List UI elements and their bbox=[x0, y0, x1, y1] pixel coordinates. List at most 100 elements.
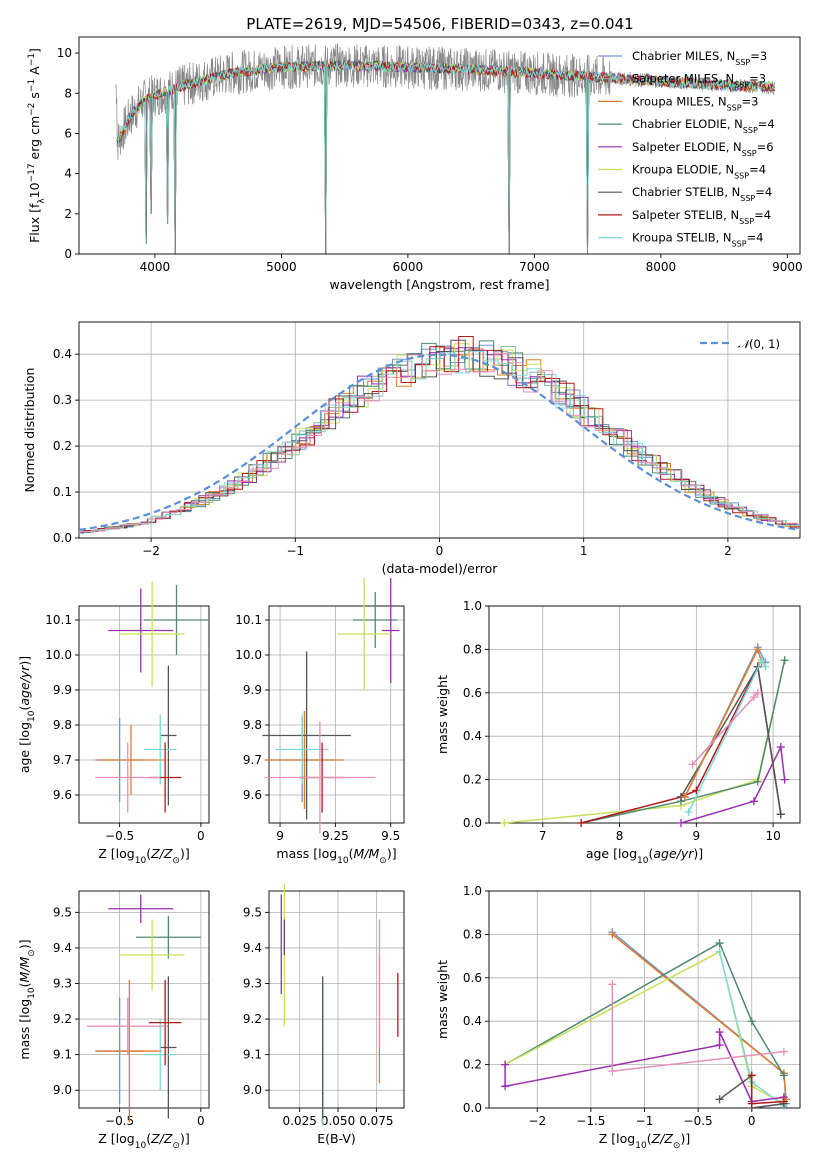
label-part: Z/Z bbox=[651, 1131, 674, 1146]
tick-label-x: 5000 bbox=[266, 260, 297, 274]
tick-label-y: 1.0 bbox=[463, 599, 482, 613]
model-line-salpeter-miles bbox=[116, 59, 776, 254]
label-part: )] bbox=[180, 1131, 190, 1146]
histogram-steps bbox=[79, 336, 800, 534]
tick-label-y: 9.1 bbox=[53, 1048, 72, 1062]
plus-marker bbox=[753, 777, 762, 786]
tick-label-y: 9.1 bbox=[243, 1048, 262, 1062]
tick-label-x: 7 bbox=[539, 829, 547, 843]
label-part: )] bbox=[17, 656, 32, 666]
tick-label-y: 0.8 bbox=[463, 642, 482, 656]
plus-marker bbox=[715, 939, 724, 948]
histogram-extra bbox=[79, 353, 800, 532]
tick-label-x: 0 bbox=[436, 544, 444, 558]
plus-marker bbox=[779, 1071, 788, 1080]
tick-label-y: 0.4 bbox=[463, 729, 482, 743]
label-part: −1 bbox=[27, 53, 37, 66]
plus-marker bbox=[715, 947, 724, 956]
model-line-chabrier-miles bbox=[116, 60, 776, 254]
label-part: age/yr bbox=[653, 846, 694, 861]
model-line-salpeter-stelib bbox=[116, 60, 775, 254]
plus-marker bbox=[747, 1099, 756, 1108]
tick-label-y: 8 bbox=[64, 86, 72, 100]
y-axis-label: age [log10(age/yr)] bbox=[17, 656, 37, 773]
legend-sub: SSP bbox=[727, 103, 742, 112]
legend-text: (0, 1) bbox=[749, 337, 780, 351]
label-part: age [log bbox=[17, 722, 32, 773]
plus-marker bbox=[500, 819, 509, 827]
chart-mass_vs_EBV: 0.025 0.050 0.075 9.0 9.1 9.2 9.3 9.4 9.5 E(B-V) bbox=[243, 883, 405, 1146]
tick-label-y: 0.8 bbox=[463, 927, 482, 941]
label-part: mass [log bbox=[276, 846, 337, 861]
tick-label-x: −1 bbox=[286, 544, 304, 558]
label-part: )] bbox=[17, 939, 32, 949]
label-part: M/M bbox=[354, 846, 380, 861]
plus-marker bbox=[780, 656, 789, 665]
tick-label-x: 1 bbox=[580, 544, 588, 558]
mass-weight-line-kroupa-elodie bbox=[504, 660, 786, 824]
legend-tail: =4 bbox=[754, 208, 771, 222]
tick-label-y: 9.3 bbox=[53, 976, 72, 990]
tick-label-y: 10 bbox=[57, 46, 72, 60]
label-part: ( bbox=[17, 706, 32, 711]
x-axis-label: (data-model)/error bbox=[382, 561, 499, 576]
tick-label-x: 6000 bbox=[393, 260, 424, 274]
x-axis-label: age [log10(age/yr)] bbox=[586, 846, 703, 866]
legend-sub: SSP bbox=[742, 148, 757, 157]
label-part: ⊙ bbox=[172, 1141, 180, 1151]
label-part: Normed distribution bbox=[22, 368, 37, 493]
tick-label-y: 0.1 bbox=[53, 485, 72, 499]
y-axis-label: mass [log10(M/M⊙)] bbox=[17, 939, 37, 1059]
legend-sub: SSP bbox=[740, 194, 755, 203]
tick-label-y: 0.0 bbox=[463, 816, 482, 830]
label-part: wavelength [Angstrom, rest frame] bbox=[329, 277, 549, 292]
tick-label-y: 10.0 bbox=[45, 648, 72, 662]
tick-label-y: 9.8 bbox=[53, 718, 72, 732]
legend-tail: =4 bbox=[749, 163, 766, 177]
spectrum-lines bbox=[115, 43, 776, 254]
label-part: −17 bbox=[27, 163, 37, 182]
tick-label-y: 4 bbox=[64, 167, 72, 181]
label-part: 10 bbox=[27, 182, 42, 198]
chart-residual_histogram: −2 −1 0 1 2 0.0 0.1 0.2 0.3 0.4 (data-model)/error… bbox=[22, 321, 801, 576]
label-part: Z/Z bbox=[150, 846, 173, 861]
mass-weight-line-kroupa-miles bbox=[611, 933, 787, 1100]
plus-marker bbox=[715, 1095, 724, 1104]
tick-label-y: 10.0 bbox=[235, 648, 262, 662]
label-part: E(B-V) bbox=[317, 1131, 356, 1146]
tick-label-x: 8 bbox=[616, 829, 624, 843]
x-axis-label: Z [log10(Z/Z⊙)] bbox=[98, 846, 189, 866]
tick-label-x: −1.5 bbox=[576, 1114, 605, 1128]
label-part: ( bbox=[17, 982, 32, 987]
plot-frame bbox=[488, 890, 801, 1109]
tick-label-y: 9.6 bbox=[53, 788, 72, 802]
x-axis-label: E(B-V) bbox=[317, 1131, 356, 1146]
tick-label-y: 9.4 bbox=[243, 941, 262, 955]
label-part: ⊙ bbox=[673, 1141, 681, 1151]
plus-marker bbox=[688, 760, 697, 769]
label-part: mass weight bbox=[435, 960, 450, 1039]
legend-text: Kroupa STELIB, N bbox=[632, 231, 732, 245]
label-part: −1 bbox=[27, 79, 37, 92]
legend-entry: Salpeter STELIB, NSSP=4 bbox=[632, 208, 771, 226]
plus-marker bbox=[608, 930, 617, 939]
label-part: ( bbox=[349, 846, 354, 861]
tick-label-x: 0.075 bbox=[359, 1114, 393, 1128]
histogram-kroupa-stelib bbox=[79, 351, 800, 534]
label-part: 10 bbox=[637, 856, 649, 866]
legend-sub: SSP bbox=[734, 171, 749, 180]
model-line-kroupa-miles bbox=[116, 59, 776, 254]
legend-text: Salpeter ELODIE, N bbox=[632, 140, 742, 154]
plus-marker bbox=[680, 792, 689, 801]
legend-tail: =3 bbox=[742, 94, 759, 108]
plus-marker bbox=[747, 1071, 756, 1080]
legend-entry: Chabrier ELODIE, NSSP=4 bbox=[632, 117, 775, 135]
tick-label-x: 9 bbox=[693, 829, 701, 843]
label-part: 10 bbox=[337, 856, 349, 866]
tick-label-x: 2 bbox=[724, 544, 732, 558]
legend-sub: SSP bbox=[732, 239, 747, 248]
tick-label-x: 10 bbox=[765, 829, 780, 843]
legend-tail: =4 bbox=[747, 231, 764, 245]
